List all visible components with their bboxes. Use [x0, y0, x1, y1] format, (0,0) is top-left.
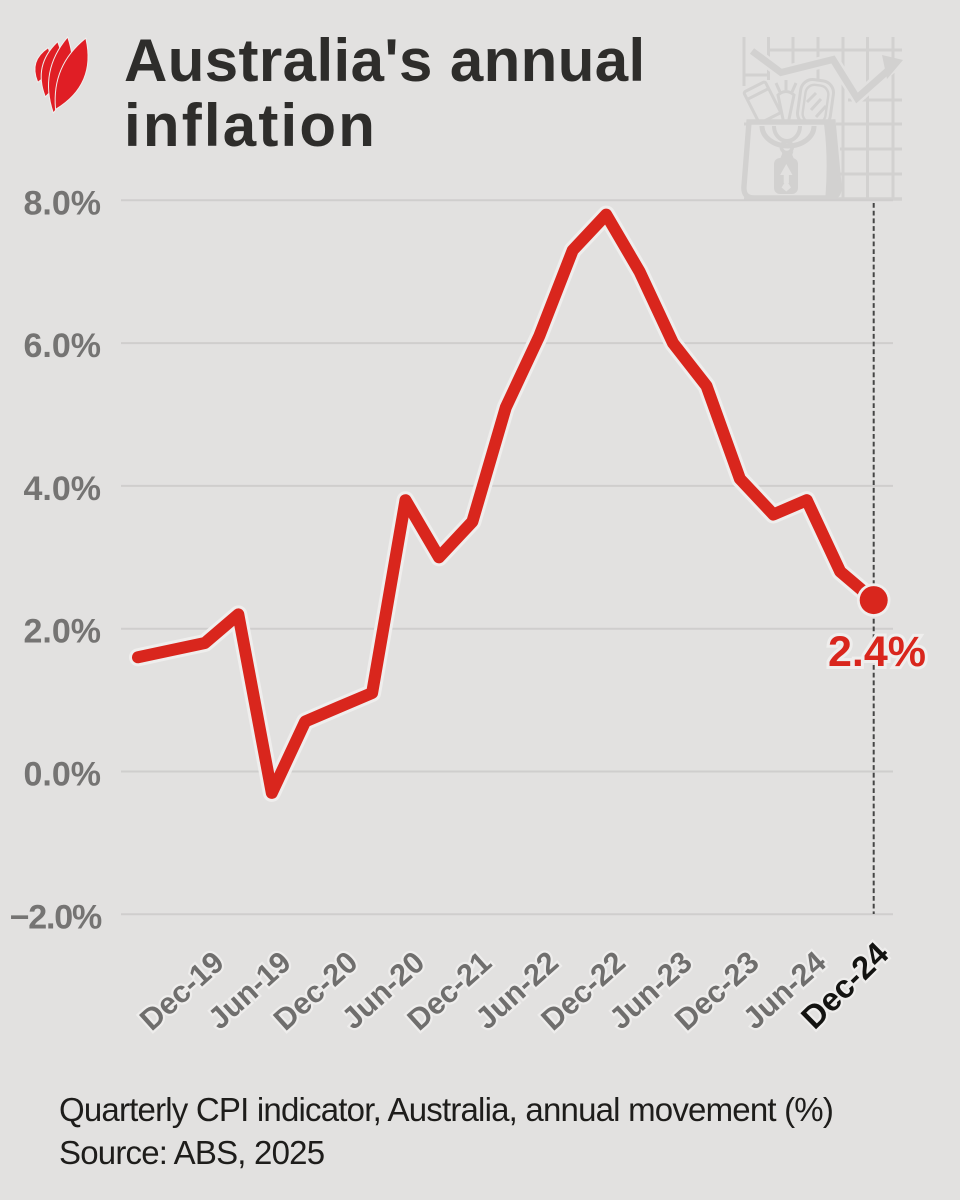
svg-text:4.0%: 4.0% [24, 470, 102, 508]
svg-text:Australia's annual: Australia's annual [124, 27, 646, 94]
svg-text:Quarterly CPI indicator, Austr: Quarterly CPI indicator, Australia, annu… [59, 1091, 833, 1128]
svg-text:2.0%: 2.0% [24, 613, 102, 651]
svg-text:0.0%: 0.0% [24, 756, 102, 794]
svg-text:−2.0%: −2.0% [10, 898, 102, 936]
svg-text:6.0%: 6.0% [24, 327, 102, 365]
svg-text:Source: ABS, 2025: Source: ABS, 2025 [59, 1134, 324, 1171]
svg-text:inflation: inflation [124, 92, 377, 159]
svg-text:8.0%: 8.0% [24, 184, 102, 222]
svg-text:2.4%: 2.4% [828, 628, 926, 676]
